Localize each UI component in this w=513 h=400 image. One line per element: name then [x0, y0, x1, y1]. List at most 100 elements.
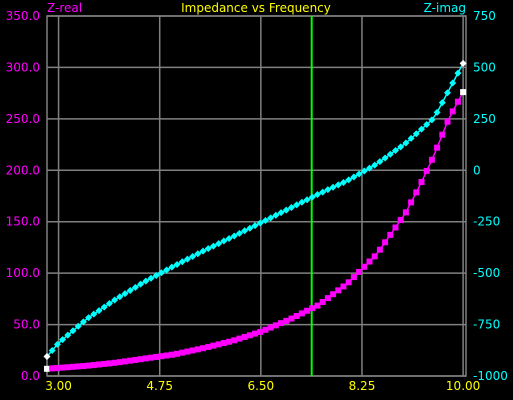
z-real-point [402, 209, 409, 216]
z-real-point [309, 305, 316, 312]
y-right-tick-label: 500 [473, 60, 496, 74]
y-left-tick-label: 250.0 [6, 112, 40, 126]
z-real-point [127, 357, 134, 364]
z-real-point [96, 361, 103, 368]
x-tick-label: 6.50 [247, 379, 274, 393]
z-real-point [142, 355, 149, 362]
z-imag-point [59, 336, 67, 344]
z-real-point [70, 363, 77, 370]
z-imag-point [90, 310, 98, 318]
z-real-point [90, 362, 97, 369]
z-real-point [106, 360, 113, 367]
z-real-point [116, 359, 123, 366]
z-real-point [49, 365, 56, 372]
z-real-point [444, 118, 451, 125]
z-imag-point [209, 242, 217, 250]
z-imag-point [407, 134, 415, 142]
z-real-point [454, 98, 461, 105]
y-left-tick-label: 350.0 [6, 9, 40, 23]
z-imag-point [126, 286, 134, 294]
x-tick-label: 10.00 [446, 379, 480, 393]
z-imag-point [350, 173, 358, 181]
z-imag-series [43, 59, 467, 360]
z-imag-point [444, 89, 452, 97]
z-real-point [194, 346, 201, 353]
z-real-point [210, 342, 217, 349]
y-left-axis-label: Z-real [47, 1, 82, 15]
z-real-series [44, 89, 467, 372]
z-real-point [413, 189, 420, 196]
z-real-point [439, 131, 446, 138]
z-real-point [460, 89, 467, 96]
z-imag-point [360, 167, 368, 175]
z-imag-point [339, 178, 347, 186]
z-imag-point [74, 322, 82, 330]
y-right-axis-label: Z-imag [424, 1, 466, 15]
y-right-tick-label: -250 [473, 215, 500, 229]
z-real-point [137, 356, 144, 363]
z-real-point [205, 343, 212, 350]
z-real-point [200, 345, 207, 352]
z-imag-point [417, 125, 425, 133]
z-real-point [293, 312, 300, 319]
z-real-point [376, 246, 383, 253]
z-real-point [278, 320, 285, 327]
z-real-point [428, 156, 435, 163]
grid-lines [46, 15, 467, 377]
z-imag-point [319, 188, 327, 196]
y-left-tick-label: 300.0 [6, 60, 40, 74]
z-real-point [324, 295, 331, 302]
z-imag-point [381, 154, 389, 162]
z-real-point [298, 310, 305, 317]
z-real-point [350, 274, 357, 281]
z-real-point [371, 253, 378, 260]
z-real-point [189, 347, 196, 354]
z-imag-point [313, 191, 321, 199]
z-real-point [272, 322, 279, 329]
z-imag-point [95, 307, 103, 315]
z-real-point [356, 268, 363, 275]
z-real-point [226, 338, 233, 345]
z-imag-point [64, 331, 72, 339]
z-imag-point [131, 283, 139, 291]
z-imag-point [241, 227, 249, 235]
z-real-point [44, 365, 50, 372]
z-imag-point [183, 255, 191, 263]
z-real-point [267, 324, 274, 331]
z-imag-point [230, 232, 238, 240]
z-real-point [215, 341, 222, 348]
z-imag-point [449, 79, 457, 87]
z-imag-point [287, 203, 295, 211]
z-imag-point [137, 280, 145, 288]
z-real-point [85, 362, 92, 369]
z-real-point [236, 335, 243, 342]
z-real-point [392, 224, 399, 231]
z-imag-point [43, 352, 51, 360]
z-imag-point [251, 222, 259, 230]
z-real-point [434, 144, 441, 151]
z-imag-point [365, 164, 373, 172]
z-imag-point [194, 250, 202, 258]
z-real-point [184, 348, 191, 355]
z-imag-point [397, 143, 405, 151]
z-real-point [59, 364, 66, 371]
z-real-point [163, 352, 170, 359]
z-imag-point [189, 252, 197, 260]
z-imag-point [412, 130, 420, 138]
z-real-point [408, 199, 415, 206]
z-imag-point [334, 181, 342, 189]
z-imag-point [204, 245, 212, 253]
y-left-tick-label: 50.0 [13, 318, 40, 332]
z-imag-point [178, 258, 186, 266]
z-imag-point [298, 198, 306, 206]
y-right-tick-label: -1000 [473, 369, 508, 383]
z-real-point [330, 291, 337, 298]
z-imag-point [111, 296, 119, 304]
z-real-point [148, 354, 155, 361]
z-real-point [75, 363, 82, 370]
z-imag-point [329, 183, 337, 191]
z-imag-point [402, 139, 410, 147]
z-imag-point [438, 99, 446, 107]
z-real-point [132, 356, 139, 363]
